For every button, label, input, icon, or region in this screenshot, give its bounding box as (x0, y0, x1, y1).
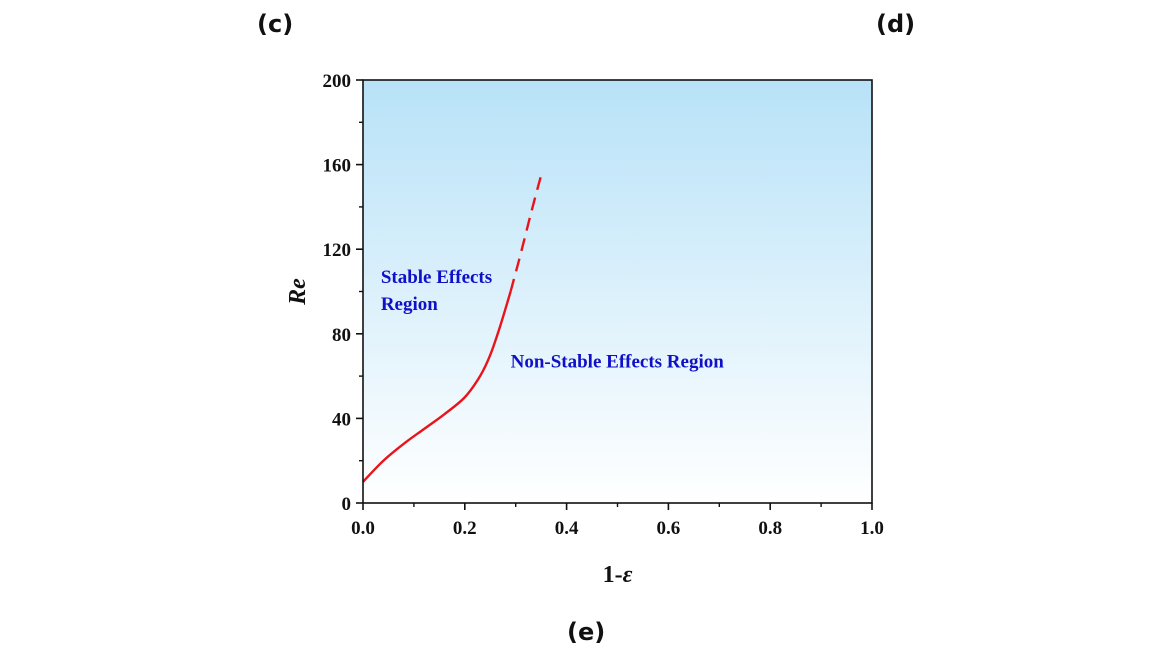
series-layer (362, 174, 543, 483)
x-tick-label: 0.0 (351, 518, 375, 539)
series-line-solid (362, 291, 512, 483)
x-tick-label: 0.8 (758, 518, 782, 539)
panel-label-d: (d) (876, 10, 916, 38)
y-tick-label: 40 (332, 409, 351, 430)
x-axis-title-symbol: ε (623, 562, 633, 588)
y-axis-title: Re (285, 278, 311, 306)
region-annotation-1: Stable Effects Region (381, 267, 492, 315)
panel-label-e: (e) (567, 618, 606, 646)
x-tick-label: 1.0 (860, 518, 884, 539)
x-axis-title-text: 1- (603, 562, 623, 588)
region-annotation-line: Stable Effects (381, 267, 492, 288)
region-annotation-line: Region (381, 294, 438, 315)
plot-background (363, 80, 872, 503)
region-annotation-2: Non-Stable Effects Region (511, 352, 725, 373)
y-tick-label: 80 (332, 325, 351, 346)
y-tick-label: 0 (342, 494, 352, 515)
y-tick-label: 200 (323, 71, 352, 92)
region-annotation-line: Non-Stable Effects Region (511, 352, 725, 373)
y-tick-label: 160 (323, 156, 352, 177)
x-tick-label: 0.6 (657, 518, 681, 539)
annotations-layer: Stable Effects Region Non-Stable Effects R… (381, 267, 724, 373)
ticks-layer (356, 79, 873, 510)
labels-layer: 0.0 0.2 0.4 0.6 0.8 1.0 0 40 80 120 160 200 1-ε Re (285, 71, 884, 588)
x-axis-title: 1-ε (603, 562, 633, 588)
x-tick-label: 0.4 (555, 518, 579, 539)
x-tick-label: 0.2 (453, 518, 477, 539)
y-tick-label: 120 (323, 240, 352, 261)
panel-label-c: (c) (257, 10, 294, 38)
